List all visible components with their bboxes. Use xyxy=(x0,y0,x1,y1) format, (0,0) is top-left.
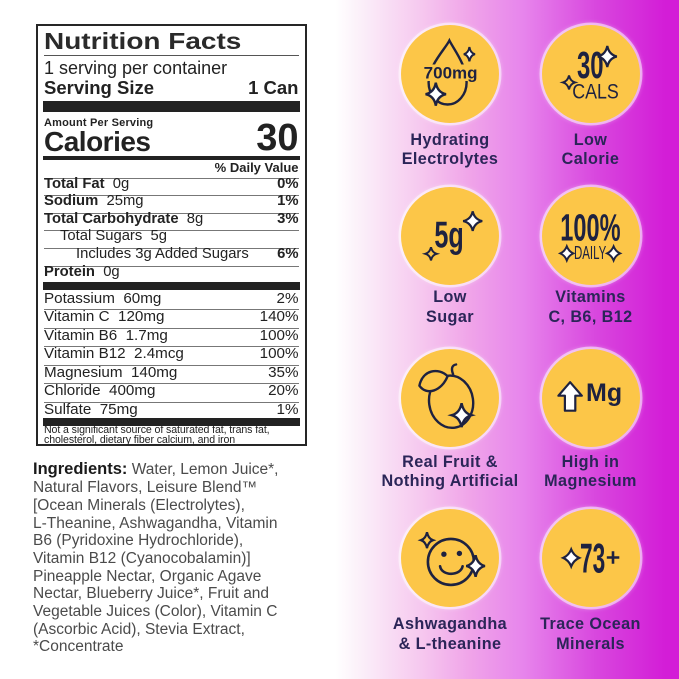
svg-text:100%: 100% xyxy=(560,205,620,248)
svg-text:700mg: 700mg xyxy=(423,63,477,82)
svg-text:CALS: CALS xyxy=(572,80,619,104)
svg-text:30: 30 xyxy=(577,43,604,86)
svg-text:5g: 5g xyxy=(434,213,463,255)
svg-text:DAILY: DAILY xyxy=(574,243,606,263)
svg-text:Mg: Mg xyxy=(586,379,622,407)
svg-text:73: 73 xyxy=(580,535,605,582)
